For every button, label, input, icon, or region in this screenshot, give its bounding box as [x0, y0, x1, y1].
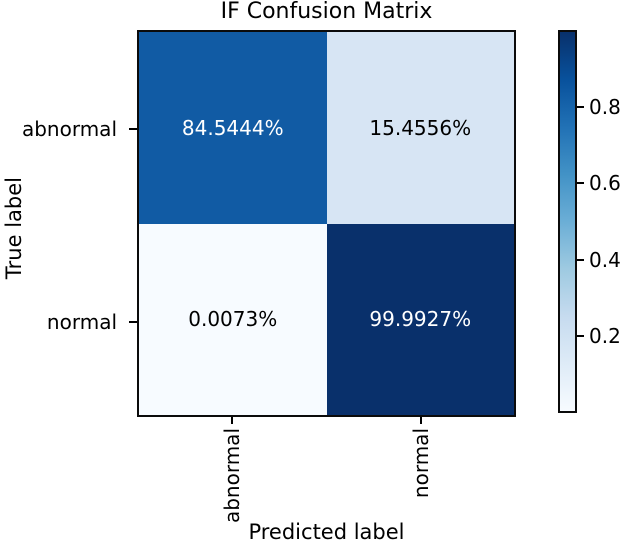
cell-value-label: 0.0073%	[188, 307, 278, 332]
y-tick-mark	[129, 128, 137, 130]
colorbar-tick-mark	[577, 105, 584, 108]
heatmap-cell-abnormal-normal: 15.4556%	[326, 32, 514, 224]
heatmap-cell-abnormal-abnormal: 84.5444%	[139, 32, 327, 224]
cell-value-label: 99.9927%	[369, 307, 472, 332]
x-axis-title: Predicted label	[248, 520, 405, 544]
x-tick-label-normal: normal	[409, 428, 433, 499]
colorbar-gradient	[558, 30, 577, 413]
colorbar-tick-mark	[577, 182, 584, 185]
colorbar-tick-label: 0.6	[589, 171, 621, 196]
colorbar-tick-label: 0.4	[589, 247, 621, 272]
chart-title: IF Confusion Matrix	[220, 0, 433, 24]
cell-value-label: 15.4556%	[369, 115, 472, 140]
heatmap-cell-normal-normal: 99.9927%	[326, 223, 514, 415]
cell-value-label: 84.5444%	[181, 115, 284, 140]
colorbar-tick-label: 0.8	[589, 94, 621, 119]
x-tick-mark	[420, 417, 422, 424]
y-tick-label-abnormal: abnormal	[21, 117, 117, 141]
colorbar-tick-label: 0.2	[589, 324, 621, 349]
colorbar: 0.8 0.6 0.4 0.2	[558, 30, 621, 413]
colorbar-tick-mark	[577, 335, 584, 338]
y-tick-mark	[129, 321, 137, 323]
x-tick-mark	[231, 417, 233, 424]
colorbar-tick-mark	[577, 258, 584, 261]
x-tick-label-abnormal: abnormal	[220, 428, 244, 524]
heatmap-grid: 84.5444% 15.4556% 0.0073% 99.9927%	[137, 30, 516, 417]
y-axis-title: True label	[2, 177, 26, 280]
y-tick-label-normal: normal	[46, 310, 117, 334]
heatmap-cell-normal-abnormal: 0.0073%	[139, 223, 327, 415]
